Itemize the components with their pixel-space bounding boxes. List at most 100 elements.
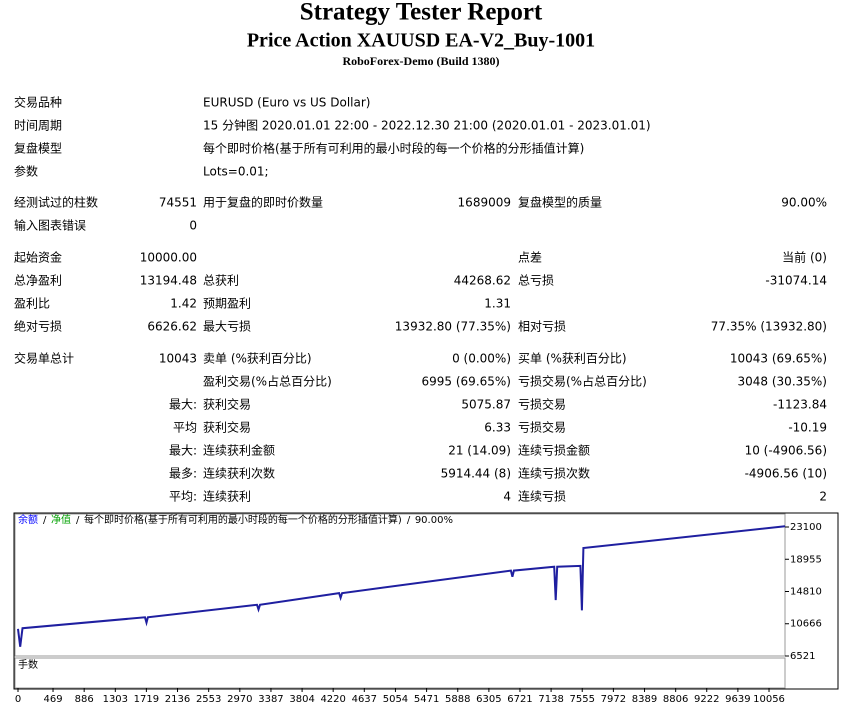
stat-f: 77.35% (13932.80) [711,320,827,334]
x-tick-label: 469 [43,694,62,705]
stat-b: 6626.62 [147,320,197,334]
x-tick-label: 3387 [258,694,283,705]
stat-c: 获利交易 [203,420,251,435]
x-tick-label: 5471 [414,694,439,705]
stat-f: -4906.56 (10) [745,467,827,481]
stat-d: 21 (14.09) [448,444,511,458]
stat-b: 最多: [169,467,197,481]
y-tick-label: 10666 [790,619,822,630]
y-tick-label: 6521 [790,651,815,662]
stat-b: 最大: [169,398,197,412]
title: Strategy Tester Report [300,0,543,26]
x-tick-label: 8806 [663,694,688,705]
x-tick-label: 0 [15,694,21,705]
stat-e: 亏损交易 [518,397,566,412]
stat-b: 最大: [169,444,197,458]
stat-d: 0 (0.00%) [452,352,511,366]
stat-d: 44268.62 [454,274,511,288]
info-value: 15 分钟图 2020.01.01 22:00 - 2022.12.30 21:… [203,118,651,133]
lots-label: 手数 [18,658,38,671]
x-tick-label: 7555 [570,694,595,705]
stat-e: 连续亏损金额 [518,443,590,458]
stat-a: 经测试过的柱数 [14,195,98,210]
stat-d: 6995 (69.65%) [422,375,511,389]
stat-a: 盈利比 [14,297,50,311]
stat-c: 用于复盘的即时价数量 [203,195,323,210]
stat-d: 13932.80 (77.35%) [395,320,511,334]
stat-e: 连续亏损 [518,489,566,504]
stat-b: 平均: [169,490,197,504]
x-tick-label: 7972 [601,694,626,705]
legend-entry: 净值 [51,513,71,526]
stat-e: 总亏损 [518,274,554,288]
stat-e: 点差 [518,251,542,265]
legend-sep: / [43,515,47,526]
x-tick-label: 9222 [694,694,719,705]
stat-c: 卖单 (%获利百分比) [203,352,312,366]
stat-f: 3048 (30.35%) [738,375,827,389]
x-tick-label: 6721 [507,694,532,705]
x-tick-label: 3804 [289,694,314,705]
stat-e: 复盘模型的质量 [518,195,602,210]
stat-d: 1689009 [458,196,511,210]
x-tick-label: 7138 [538,694,563,705]
x-tick-label: 2136 [165,694,190,705]
stat-f: 当前 (0) [782,250,827,265]
stat-e: 亏损交易 [518,420,566,435]
legend-sep: / [407,515,411,526]
y-tick-label: 14810 [790,587,822,598]
server: RoboForex-Demo (Build 1380) [342,54,499,68]
stat-c: 连续获利金额 [203,443,275,458]
x-tick-label: 5054 [383,694,408,705]
x-tick-label: 1303 [103,694,128,705]
stat-a: 总净盈利 [14,274,62,288]
subtitle: Price Action XAUUSD EA-V2_Buy-1001 [247,30,595,52]
x-tick-label: 2553 [196,694,221,705]
info-value: Lots=0.01; [203,165,269,179]
stat-e: 买单 (%获利百分比) [518,352,627,366]
stat-b: 10043 [159,352,197,366]
stat-f: -31074.14 [765,274,827,288]
stat-a: 起始资金 [14,250,62,265]
x-tick-label: 8389 [632,694,657,705]
stat-f: 90.00% [781,196,827,210]
info-value: 每个即时价格(基于所有可利用的最小时段的每一个价格的分形插值计算) [203,141,584,156]
x-tick-label: 4220 [320,694,345,705]
stat-d: 6.33 [484,421,511,435]
stat-b: 0 [189,219,197,233]
stat-c: 连续获利次数 [203,466,275,481]
stat-a: 交易单总计 [14,351,74,366]
x-tick-label: 10056 [753,694,785,705]
stat-c: 盈利交易(%占总百分比) [203,374,332,389]
stat-c: 连续获利 [203,489,251,504]
stat-d: 1.31 [484,297,511,311]
legend-entry: 每个即时价格(基于所有可利用的最小时段的每一个价格的分形插值计算) [84,513,402,526]
x-tick-label: 9639 [725,694,750,705]
x-tick-label: 1719 [134,694,159,705]
info-label: 交易品种 [14,95,62,110]
stat-f: 10 (-4906.56) [745,444,827,458]
stat-b: 10000.00 [140,251,197,265]
x-tick-label: 886 [75,694,94,705]
info-label: 参数 [14,164,38,179]
stat-e: 连续亏损次数 [518,466,590,481]
lots-panel [14,657,786,689]
y-tick-label: 18955 [790,554,822,565]
x-tick-label: 5888 [445,694,470,705]
info-label: 复盘模型 [14,141,62,156]
x-tick-label: 2970 [227,694,252,705]
stat-d: 4 [503,490,511,504]
stat-a: 输入图表错误 [14,218,86,233]
stat-c: 最大亏损 [203,320,251,334]
stat-b: 74551 [159,196,197,210]
stat-d: 5075.87 [461,398,511,412]
legend-entry: 90.00% [415,515,453,526]
stat-e: 亏损交易(%占总百分比) [518,374,647,389]
stat-d: 5914.44 (8) [441,467,511,481]
stat-b: 平均 [173,421,197,435]
stat-e: 相对亏损 [518,320,566,334]
legend-entry: 余额 [18,513,38,526]
stat-f: 10043 (69.65%) [730,352,827,366]
